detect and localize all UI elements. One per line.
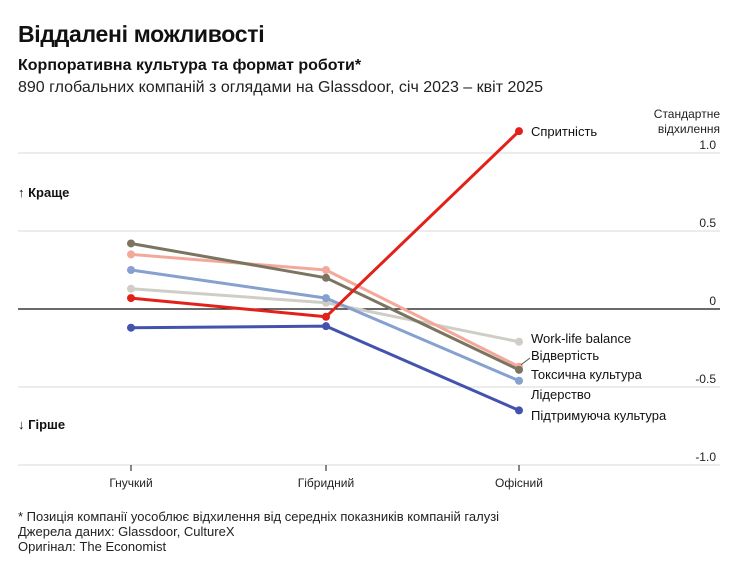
data-point bbox=[127, 266, 135, 274]
data-point bbox=[127, 284, 135, 293]
series-label: Лідерство bbox=[531, 387, 591, 402]
y-tick-label: 1.0 bbox=[699, 138, 716, 152]
data-point bbox=[322, 266, 330, 274]
x-tick-label: Гнучкий bbox=[109, 476, 152, 490]
data-point bbox=[515, 376, 523, 385]
footnote: * Позиція компанії уособлює відхилення в… bbox=[18, 509, 500, 524]
data-point bbox=[515, 337, 523, 346]
series-label: Токсична культура bbox=[531, 367, 643, 382]
label-leader bbox=[520, 357, 531, 366]
y-axis-label: відхилення bbox=[658, 122, 720, 136]
original-note: Оригінал: The Economist bbox=[18, 539, 167, 554]
x-tick-label: Гібридний bbox=[298, 476, 354, 490]
data-point bbox=[515, 406, 523, 415]
y-tick-label: -1.0 bbox=[695, 450, 716, 464]
series-label: Work-life balance bbox=[531, 331, 631, 346]
data-point bbox=[127, 250, 135, 259]
series-label: Підтримуюча культура bbox=[531, 408, 667, 423]
series-label: Відвертість bbox=[531, 348, 599, 363]
series-line bbox=[130, 242, 520, 372]
data-point bbox=[515, 127, 523, 136]
data-point bbox=[127, 323, 135, 332]
y-axis-label: Стандартне bbox=[654, 107, 721, 121]
data-point bbox=[322, 273, 330, 282]
worse-label: ↓ Гірше bbox=[18, 417, 65, 432]
data-point bbox=[322, 294, 330, 303]
chart-description: 890 глобальних компаній з оглядами на Gl… bbox=[18, 79, 544, 96]
chart-title: Віддалені можливості bbox=[18, 21, 265, 47]
better-label: ↑ Краще bbox=[18, 185, 69, 200]
data-point bbox=[322, 312, 330, 321]
data-point bbox=[515, 365, 523, 374]
data-point bbox=[322, 322, 330, 331]
x-tick-label: Офісний bbox=[495, 476, 543, 490]
data-point bbox=[127, 294, 135, 303]
y-tick-label: -0.5 bbox=[695, 372, 716, 386]
series-label: Спритність bbox=[531, 124, 597, 139]
series-line bbox=[130, 130, 521, 319]
chart-subtitle: Корпоративна культура та формат роботи* bbox=[18, 57, 362, 74]
data-point bbox=[127, 239, 135, 248]
y-tick-label: 0.5 bbox=[699, 216, 716, 230]
source-note: Джерела даних: Glassdoor, CultureX bbox=[18, 524, 235, 539]
y-tick-label: 0 bbox=[709, 294, 716, 308]
